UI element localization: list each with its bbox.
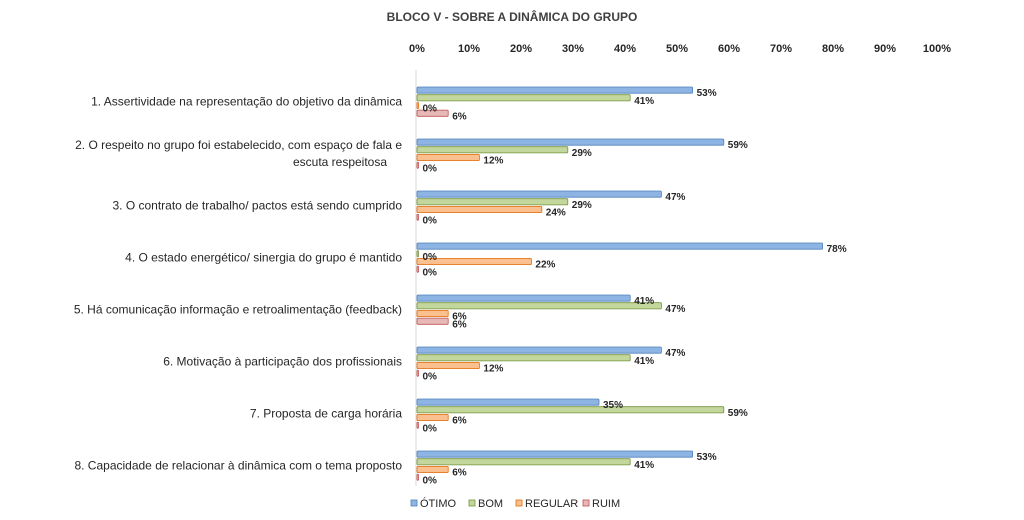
bar-regular xyxy=(416,361,480,369)
category-label: 6. Motivação à participação dos profissi… xyxy=(163,355,402,369)
bar-timo xyxy=(416,138,725,146)
data-label: 12% xyxy=(483,364,503,375)
legend-swatch xyxy=(582,499,590,507)
bar-ruim xyxy=(416,161,419,169)
data-label: 22% xyxy=(535,260,555,271)
x-tick-label: 60% xyxy=(718,43,740,55)
data-label: 0% xyxy=(423,371,438,382)
bar-regular xyxy=(416,205,543,213)
bar-timo xyxy=(416,86,694,94)
legend-swatch xyxy=(410,499,418,507)
data-label: 41% xyxy=(634,96,654,107)
x-tick-label: 0% xyxy=(409,43,425,55)
data-label: 47% xyxy=(665,348,685,359)
bar-bom xyxy=(416,406,725,414)
data-label: 0% xyxy=(423,475,438,486)
data-label: 41% xyxy=(634,356,654,367)
bar-timo xyxy=(416,450,694,458)
category-label: 2. O respeito no grupo foi estabelecido,… xyxy=(75,138,402,169)
bar-timo xyxy=(416,346,662,354)
x-tick-label: 20% xyxy=(510,43,532,55)
category-label: 7. Proposta de carga horária xyxy=(250,407,402,421)
data-label: 0% xyxy=(423,163,438,174)
bar-bom xyxy=(416,94,631,102)
bar-regular xyxy=(416,153,480,161)
bar-ruim xyxy=(416,317,449,325)
x-tick-label: 30% xyxy=(562,43,584,55)
data-label: 53% xyxy=(697,452,717,463)
bar-timo xyxy=(416,242,824,250)
category-label: 1. Assertividade na representação do obj… xyxy=(91,95,402,109)
data-label: 29% xyxy=(572,200,592,211)
x-tick-label: 100% xyxy=(923,43,951,55)
bar-timo xyxy=(416,398,600,406)
data-label: 6% xyxy=(452,111,467,122)
bar-timo xyxy=(416,190,662,198)
data-label: 6% xyxy=(452,468,467,479)
category-label: 4. O estado energético/ sinergia do grup… xyxy=(125,251,402,265)
data-label: 12% xyxy=(483,156,503,167)
category-label: 3. O contrato de trabalho/ pactos está s… xyxy=(112,199,402,213)
data-label: 6% xyxy=(452,319,467,330)
bar-bom xyxy=(416,250,419,258)
bar-bom xyxy=(416,354,631,362)
category-label: 5. Há comunicação informação e retroalim… xyxy=(74,303,402,317)
legend-swatch xyxy=(515,499,523,507)
legend-label: ÓTIMO xyxy=(420,497,456,510)
bar-bom xyxy=(416,198,569,206)
x-tick-label: 10% xyxy=(458,43,480,55)
chart-title: BLOCO V - SOBRE A DINÂMICA DO GRUPO xyxy=(387,9,638,24)
legend-label: BOM xyxy=(478,498,503,510)
bar-ruim xyxy=(416,265,419,273)
x-tick-label: 40% xyxy=(614,43,636,55)
bar-ruim xyxy=(416,421,419,429)
bar-ruim xyxy=(416,369,419,377)
data-label: 0% xyxy=(423,215,438,226)
data-label: 47% xyxy=(665,304,685,315)
legend-label: REGULAR xyxy=(525,498,578,510)
bar-ruim xyxy=(416,473,419,481)
bar-regular xyxy=(416,309,449,317)
data-label: 41% xyxy=(634,460,654,471)
data-label: 24% xyxy=(546,208,566,219)
legend-label: RUIM xyxy=(592,498,620,510)
x-tick-label: 90% xyxy=(874,43,896,55)
bar-regular xyxy=(416,413,449,421)
bar-regular xyxy=(416,257,532,265)
bar-bom xyxy=(416,458,631,466)
x-tick-label: 80% xyxy=(822,43,844,55)
data-label: 0% xyxy=(423,423,438,434)
data-label: 78% xyxy=(827,244,847,255)
data-label: 47% xyxy=(665,192,685,203)
data-label: 35% xyxy=(603,400,623,411)
bar-ruim xyxy=(416,109,449,117)
data-label: 53% xyxy=(697,88,717,99)
legend: ÓTIMO BOM REGULAR RUIM xyxy=(410,497,620,510)
data-label: 0% xyxy=(423,252,438,263)
bar-bom xyxy=(416,302,662,310)
legend-swatch xyxy=(468,499,476,507)
bar-timo xyxy=(416,294,631,302)
data-label: 6% xyxy=(452,312,467,323)
data-label: 0% xyxy=(423,104,438,115)
bar-ruim xyxy=(416,213,419,221)
category-label: 8. Capacidade de relacionar à dinâmica c… xyxy=(74,459,402,473)
x-tick-label: 50% xyxy=(666,43,688,55)
bar-regular xyxy=(416,465,449,473)
data-label: 0% xyxy=(423,267,438,278)
data-label: 29% xyxy=(572,148,592,159)
bar-regular xyxy=(416,102,419,110)
data-label: 6% xyxy=(452,416,467,427)
data-label: 59% xyxy=(728,140,748,151)
data-label: 59% xyxy=(728,408,748,419)
bar-bom xyxy=(416,146,569,154)
data-label: 41% xyxy=(634,296,654,307)
x-tick-label: 70% xyxy=(770,43,792,55)
